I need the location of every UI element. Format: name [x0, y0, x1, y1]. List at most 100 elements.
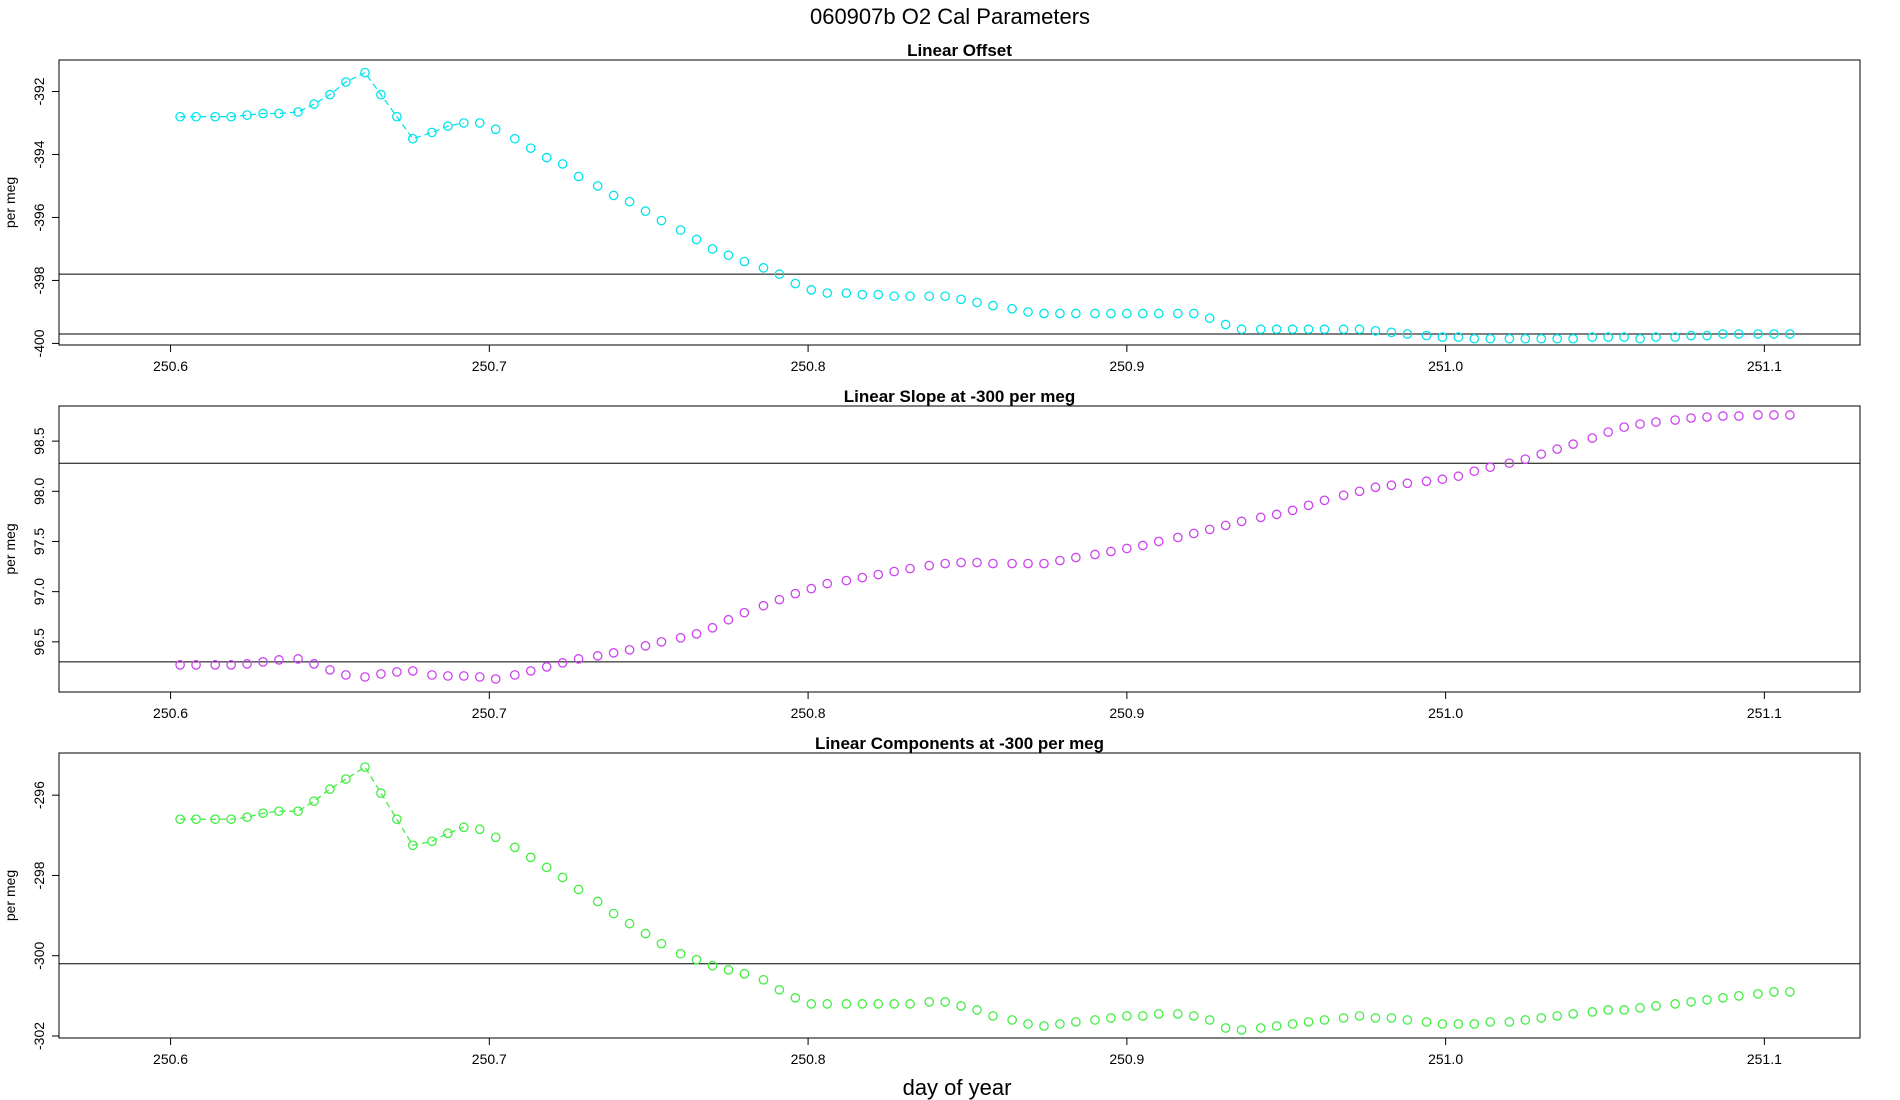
data-point [1255, 1023, 1266, 1033]
data-point [293, 654, 303, 664]
data-point [1402, 329, 1413, 339]
x-tick-label: 251.0 [1428, 1051, 1463, 1067]
data-point [640, 640, 651, 651]
data-point [1370, 1013, 1381, 1023]
data-point [557, 658, 568, 668]
data-point [1271, 1021, 1282, 1031]
data-point [376, 669, 386, 679]
data-point [723, 964, 734, 975]
data-point [490, 832, 501, 843]
data-point [1702, 995, 1712, 1005]
data-point [1734, 991, 1744, 1001]
y-tick-label: -298 [31, 861, 47, 889]
data-point [972, 297, 982, 308]
data-point [1603, 332, 1614, 342]
data-point [1520, 454, 1531, 465]
data-point [1536, 333, 1547, 344]
data-point [325, 784, 335, 794]
data-point [1370, 325, 1381, 336]
x-tick-label: 251.0 [1428, 358, 1463, 374]
data-point [841, 575, 852, 586]
x-tick-label: 251.1 [1747, 358, 1782, 374]
data-point [1188, 308, 1199, 319]
data-point [1090, 549, 1100, 560]
data-point [889, 999, 900, 1009]
panel-title: Linear Offset [907, 41, 1012, 60]
data-point [1686, 330, 1696, 341]
data-point [443, 671, 453, 681]
data-point [1402, 1015, 1413, 1025]
data-point [1090, 308, 1100, 319]
data-point [474, 672, 485, 682]
data-point [1271, 509, 1282, 520]
y-tick-label: 98.0 [31, 477, 47, 504]
y-tick-label: -394 [31, 140, 47, 168]
data-point [1007, 303, 1017, 314]
data-point [490, 124, 501, 135]
data-point [1386, 1013, 1397, 1023]
data-point [525, 666, 536, 676]
data-point [1734, 329, 1744, 339]
data-point [1236, 516, 1247, 527]
data-point [1504, 458, 1515, 469]
data-point [210, 814, 221, 825]
data-point [592, 651, 603, 661]
data-point [1619, 332, 1629, 342]
data-point [407, 133, 418, 144]
data-point [1651, 417, 1661, 427]
data-point [924, 997, 935, 1007]
series-connector [180, 71, 464, 140]
data-point [1504, 1017, 1515, 1027]
data-point [1619, 422, 1629, 432]
data-point [1039, 308, 1049, 319]
data-point [1753, 988, 1763, 999]
data-point [873, 569, 884, 580]
data-point [1686, 997, 1696, 1007]
data-point [557, 872, 568, 883]
plot-frame [58, 752, 1861, 1039]
data-point [1402, 478, 1413, 489]
data-point [1338, 490, 1349, 501]
data-point [242, 812, 252, 823]
data-point [1587, 332, 1598, 342]
data-point [1568, 333, 1578, 344]
data-point [1587, 1007, 1598, 1017]
data-point [1421, 476, 1432, 487]
data-point [1568, 439, 1578, 449]
data-point [1437, 332, 1448, 342]
data-point [707, 960, 718, 971]
data-point [360, 67, 370, 78]
data-point [1670, 332, 1680, 342]
data-point [1137, 1011, 1148, 1021]
data-point [1702, 330, 1712, 341]
x-tick-label: 250.8 [791, 1051, 826, 1067]
data-point [258, 657, 268, 667]
data-point [1055, 1019, 1065, 1029]
data-point [1338, 1013, 1349, 1023]
data-point [1769, 329, 1779, 339]
data-point [1153, 308, 1164, 319]
data-point [841, 288, 852, 298]
data-point [608, 908, 619, 919]
data-point [905, 999, 915, 1009]
data-point [1520, 333, 1531, 344]
x-tick-label: 250.6 [153, 705, 188, 721]
x-tick-label: 251.1 [1747, 1051, 1782, 1067]
data-point [341, 670, 351, 680]
panel-title: Linear Components at -300 per meg [815, 734, 1104, 753]
data-point [458, 118, 469, 128]
data-point [1753, 329, 1763, 339]
data-point [988, 558, 998, 569]
x-tick-label: 250.8 [791, 705, 826, 721]
data-point [790, 278, 801, 289]
data-point [1303, 1017, 1314, 1027]
data-point [1718, 411, 1728, 421]
y-tick-label: -302 [31, 1022, 47, 1050]
data-point [1785, 986, 1795, 997]
data-point [1769, 986, 1779, 997]
data-point [258, 108, 268, 119]
data-point [1106, 1013, 1116, 1023]
data-point [988, 300, 998, 311]
y-tick-label: -300 [31, 941, 47, 969]
